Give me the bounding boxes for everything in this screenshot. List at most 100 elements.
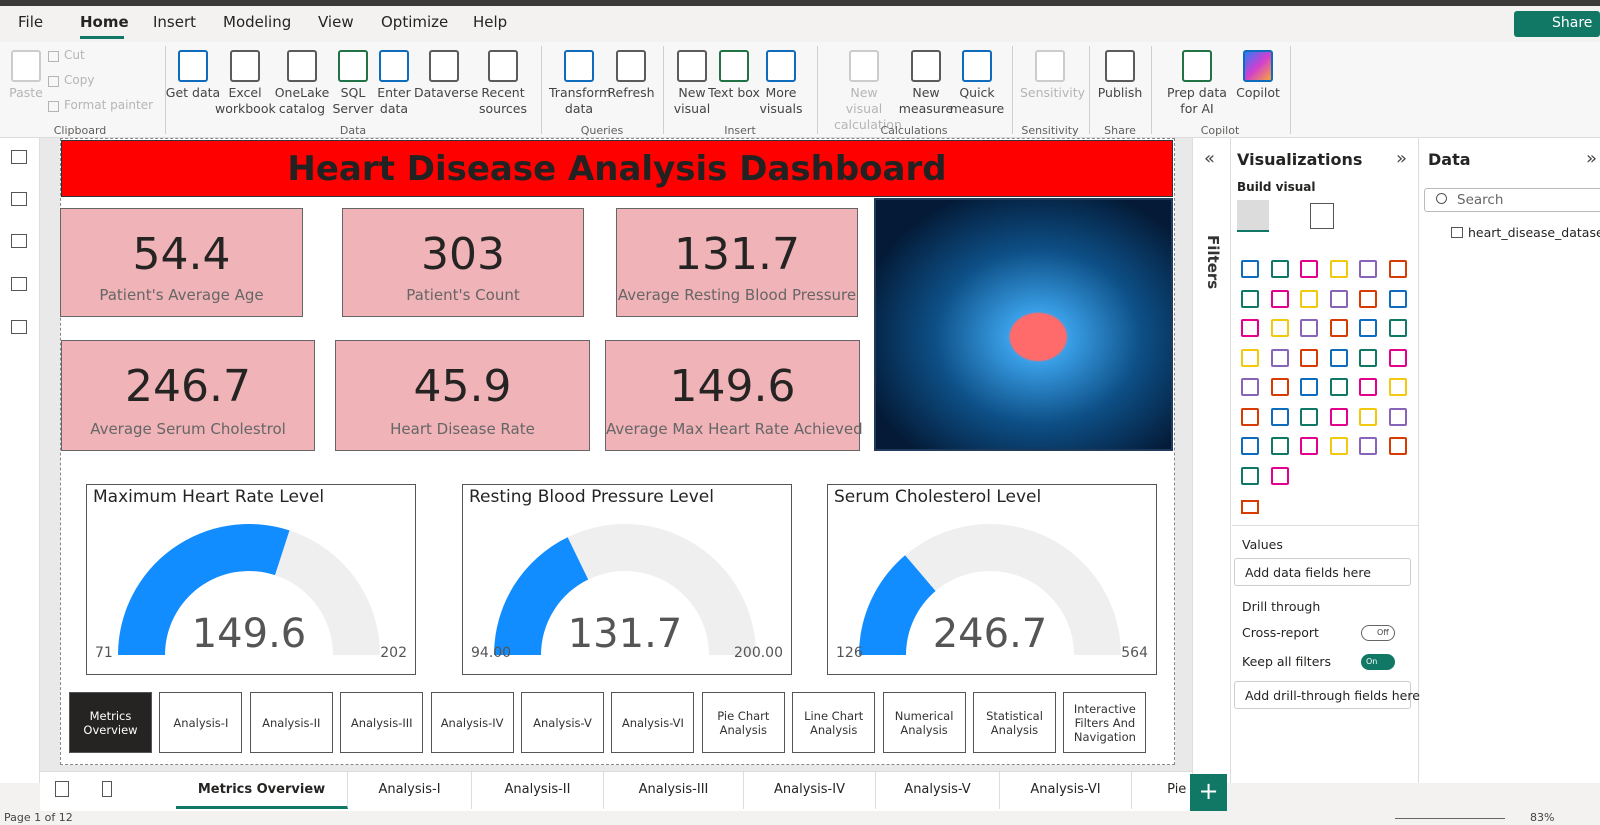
nav-button[interactable]: Analysis-I: [159, 692, 243, 753]
visual-type-icon[interactable]: [1241, 260, 1259, 278]
nav-button[interactable]: Analysis-IV: [430, 692, 514, 753]
drop-well[interactable]: Add drill-through fields here: [1234, 681, 1420, 709]
ribbon-button[interactable]: Recent sources: [478, 85, 528, 116]
menu-item[interactable]: Home: [80, 13, 129, 31]
visual-type-icon[interactable]: [1359, 348, 1377, 367]
nav-button[interactable]: Analysis-VI: [611, 692, 695, 753]
visual-type-icon[interactable]: [1270, 319, 1289, 337]
nav-button-label[interactable]: Line Chart Analysis: [804, 708, 864, 737]
visual-type-icon[interactable]: [1241, 500, 1259, 514]
rail-icon[interactable]: [11, 192, 27, 206]
format-visual-tab[interactable]: [1310, 203, 1334, 229]
visual-type-icon[interactable]: [1388, 378, 1407, 396]
visual-type-icon[interactable]: [1270, 289, 1289, 308]
visual-type-icon[interactable]: [1359, 407, 1377, 426]
collapse-icon[interactable]: «: [1204, 148, 1216, 169]
view-icon[interactable]: [55, 781, 69, 797]
ribbon-button[interactable]: Get data: [165, 85, 221, 100]
visual-type-icon[interactable]: [1388, 319, 1407, 337]
visual-type-icon[interactable]: [1329, 260, 1348, 278]
rail-icon[interactable]: [11, 150, 27, 164]
visual-type-icon[interactable]: [1329, 407, 1348, 426]
visual-type-icon[interactable]: [1241, 348, 1259, 367]
visual-type-icon[interactable]: [1270, 260, 1289, 278]
nav-button-label[interactable]: Numerical Analysis: [894, 708, 954, 737]
menu-item[interactable]: Insert: [153, 13, 197, 31]
visual-type-icon[interactable]: [1329, 437, 1348, 455]
expand-icon[interactable]: »: [1396, 148, 1408, 169]
nav-button-label[interactable]: Pie Chart Analysis: [717, 708, 770, 737]
nav-button[interactable]: Metrics Overview: [69, 692, 152, 753]
visual-type-icon[interactable]: [1270, 378, 1289, 396]
nav-button-label[interactable]: Analysis-VI: [621, 715, 684, 730]
page-tab[interactable]: Pie Chart Analysis: [1132, 771, 1188, 809]
share-button[interactable]: Share: [1514, 11, 1600, 37]
search-box[interactable]: Search: [1424, 188, 1600, 212]
visual-type-icon[interactable]: [1359, 289, 1377, 308]
nav-button[interactable]: Line Chart Analysis: [792, 692, 876, 753]
visual-type-icon[interactable]: [1300, 378, 1318, 396]
nav-button[interactable]: Analysis-III: [340, 692, 424, 753]
page-tab[interactable]: Metrics Overview: [176, 771, 348, 809]
visual-type-icon[interactable]: [1388, 437, 1407, 455]
visual-type-icon[interactable]: [1388, 260, 1407, 278]
visual-type-icon[interactable]: [1241, 289, 1259, 308]
visual-type-icon[interactable]: [1329, 378, 1348, 396]
visual-type-icon[interactable]: [1388, 289, 1407, 308]
visual-type-icon[interactable]: [1241, 407, 1259, 426]
visual-type-icon[interactable]: [1300, 407, 1318, 426]
nav-button-label[interactable]: Interactive Filters And Navigation: [1073, 701, 1136, 744]
nav-button[interactable]: Analysis-II: [249, 692, 333, 753]
toggle-on[interactable]: On: [1361, 654, 1395, 670]
menu-item[interactable]: File: [18, 13, 44, 31]
ribbon-button[interactable]: Text box: [708, 85, 760, 100]
ribbon-button[interactable]: SQL Server: [332, 85, 374, 116]
visual-type-icon[interactable]: [1329, 289, 1348, 308]
visual-type-icon[interactable]: [1270, 407, 1289, 426]
nav-button-label[interactable]: Metrics Overview: [83, 708, 138, 737]
visual-type-icon[interactable]: [1388, 348, 1407, 367]
visual-type-icon[interactable]: [1388, 407, 1407, 426]
table-item[interactable]: heart_disease_dataset: [1468, 225, 1600, 240]
ribbon-button[interactable]: Copilot: [1236, 85, 1280, 100]
ribbon-button[interactable]: Transform data: [549, 85, 612, 116]
menu-item[interactable]: Help: [473, 13, 508, 31]
nav-button-label[interactable]: Analysis-V: [533, 715, 592, 730]
add-page[interactable]: +: [1190, 774, 1227, 811]
page-tab[interactable]: Analysis-II: [472, 771, 604, 809]
expand-icon[interactable]: »: [1586, 148, 1598, 169]
visual-type-icon[interactable]: [1270, 437, 1289, 455]
nav-button[interactable]: Analysis-V: [521, 692, 604, 753]
visual-type-icon[interactable]: [1300, 348, 1318, 367]
ribbon-button[interactable]: Enter data: [377, 85, 411, 116]
visual-type-icon[interactable]: [1241, 466, 1259, 485]
nav-button[interactable]: Statistical Analysis: [973, 692, 1056, 753]
visual-type-icon[interactable]: [1359, 378, 1377, 396]
page-tab[interactable]: Analysis-V: [876, 771, 1000, 809]
nav-button-label[interactable]: Statistical Analysis: [986, 708, 1043, 737]
page-tab[interactable]: Analysis-VI: [1000, 771, 1132, 809]
nav-button-label[interactable]: Analysis-II: [262, 715, 321, 730]
nav-button[interactable]: Pie Chart Analysis: [701, 692, 785, 753]
visual-type-icon[interactable]: [1300, 319, 1318, 337]
ribbon-button[interactable]: Dataverse: [414, 85, 479, 100]
visual-type-icon[interactable]: [1270, 466, 1289, 485]
ribbon-button[interactable]: New visual: [673, 85, 711, 116]
ribbon-button[interactable]: New measure: [898, 85, 954, 116]
menu-item[interactable]: View: [318, 13, 354, 31]
visual-type-icon[interactable]: [1329, 319, 1348, 337]
zoom-slider[interactable]: [1395, 818, 1505, 819]
visual-type-icon[interactable]: [1329, 348, 1348, 367]
build-visual-tab[interactable]: [1237, 200, 1269, 232]
menu-item[interactable]: Modeling: [223, 13, 292, 31]
ribbon-button[interactable]: Format painter: [64, 98, 154, 112]
ribbon-button[interactable]: Sensitivity: [1020, 85, 1086, 100]
ribbon-button[interactable]: Prep data for AI: [1167, 85, 1227, 116]
visual-type-icon[interactable]: [1359, 260, 1377, 278]
page-tab[interactable]: Analysis-IV: [744, 771, 876, 809]
visual-type-icon[interactable]: [1300, 260, 1318, 278]
nav-button[interactable]: Interactive Filters And Navigation: [1063, 692, 1147, 753]
rail-icon[interactable]: [11, 320, 27, 334]
nav-button[interactable]: Numerical Analysis: [882, 692, 966, 753]
page-tab[interactable]: Analysis-I: [348, 771, 472, 809]
